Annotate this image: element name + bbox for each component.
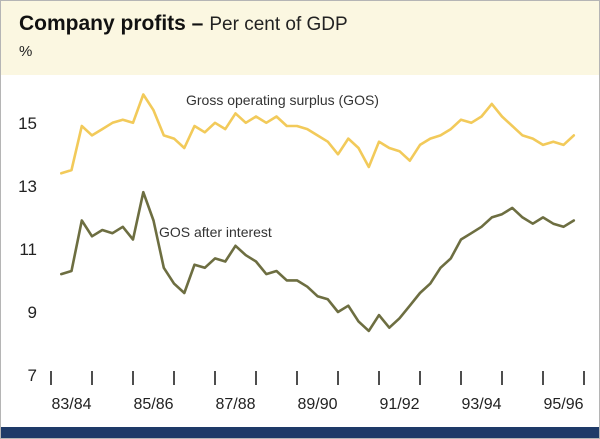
x-axis-labels: 83/84 85/86 87/88 89/90 91/92 93/94 95/96 [51, 396, 583, 413]
chart-title: Company profits – [19, 12, 204, 35]
y-axis-unit: % [19, 42, 33, 60]
y-tick-label: 9 [28, 303, 37, 322]
y-tick-label: 11 [19, 240, 37, 259]
x-tick-label: 89/90 [297, 396, 337, 413]
title-row: Company profits – Per cent of GDP [19, 11, 599, 37]
chart-header: Company profits – Per cent of GDP % [1, 1, 599, 76]
chart-area: 7 9 11 13 15 83/84 85/86 87/88 89/90 91/92 93/94 9… [1, 75, 599, 428]
gos-series-label: Gross operating surplus (GOS) [186, 92, 379, 108]
bottom-accent-bar [1, 427, 599, 438]
x-tick-label: 93/94 [461, 396, 501, 413]
x-tick-label: 85/86 [133, 396, 173, 413]
x-tick-label: 91/92 [379, 396, 419, 413]
y-axis-labels: 7 9 11 13 15 [18, 114, 37, 385]
y-tick-label: 15 [18, 114, 37, 133]
gos-after-interest-line-series [59, 191, 576, 333]
x-axis-ticks [50, 371, 585, 386]
line-chart: 7 9 11 13 15 83/84 85/86 87/88 89/90 91/92 93/94 9… [18, 92, 585, 413]
y-tick-label: 13 [18, 177, 37, 196]
x-tick-label: 83/84 [51, 396, 91, 413]
y-tick-label: 7 [28, 366, 37, 385]
chart-subtitle: Per cent of GDP [209, 14, 348, 35]
gos-line-series [59, 93, 576, 175]
gos-after-interest-series-label: GOS after interest [159, 224, 272, 240]
x-tick-label: 95/96 [543, 396, 583, 413]
x-tick-label: 87/88 [215, 396, 255, 413]
